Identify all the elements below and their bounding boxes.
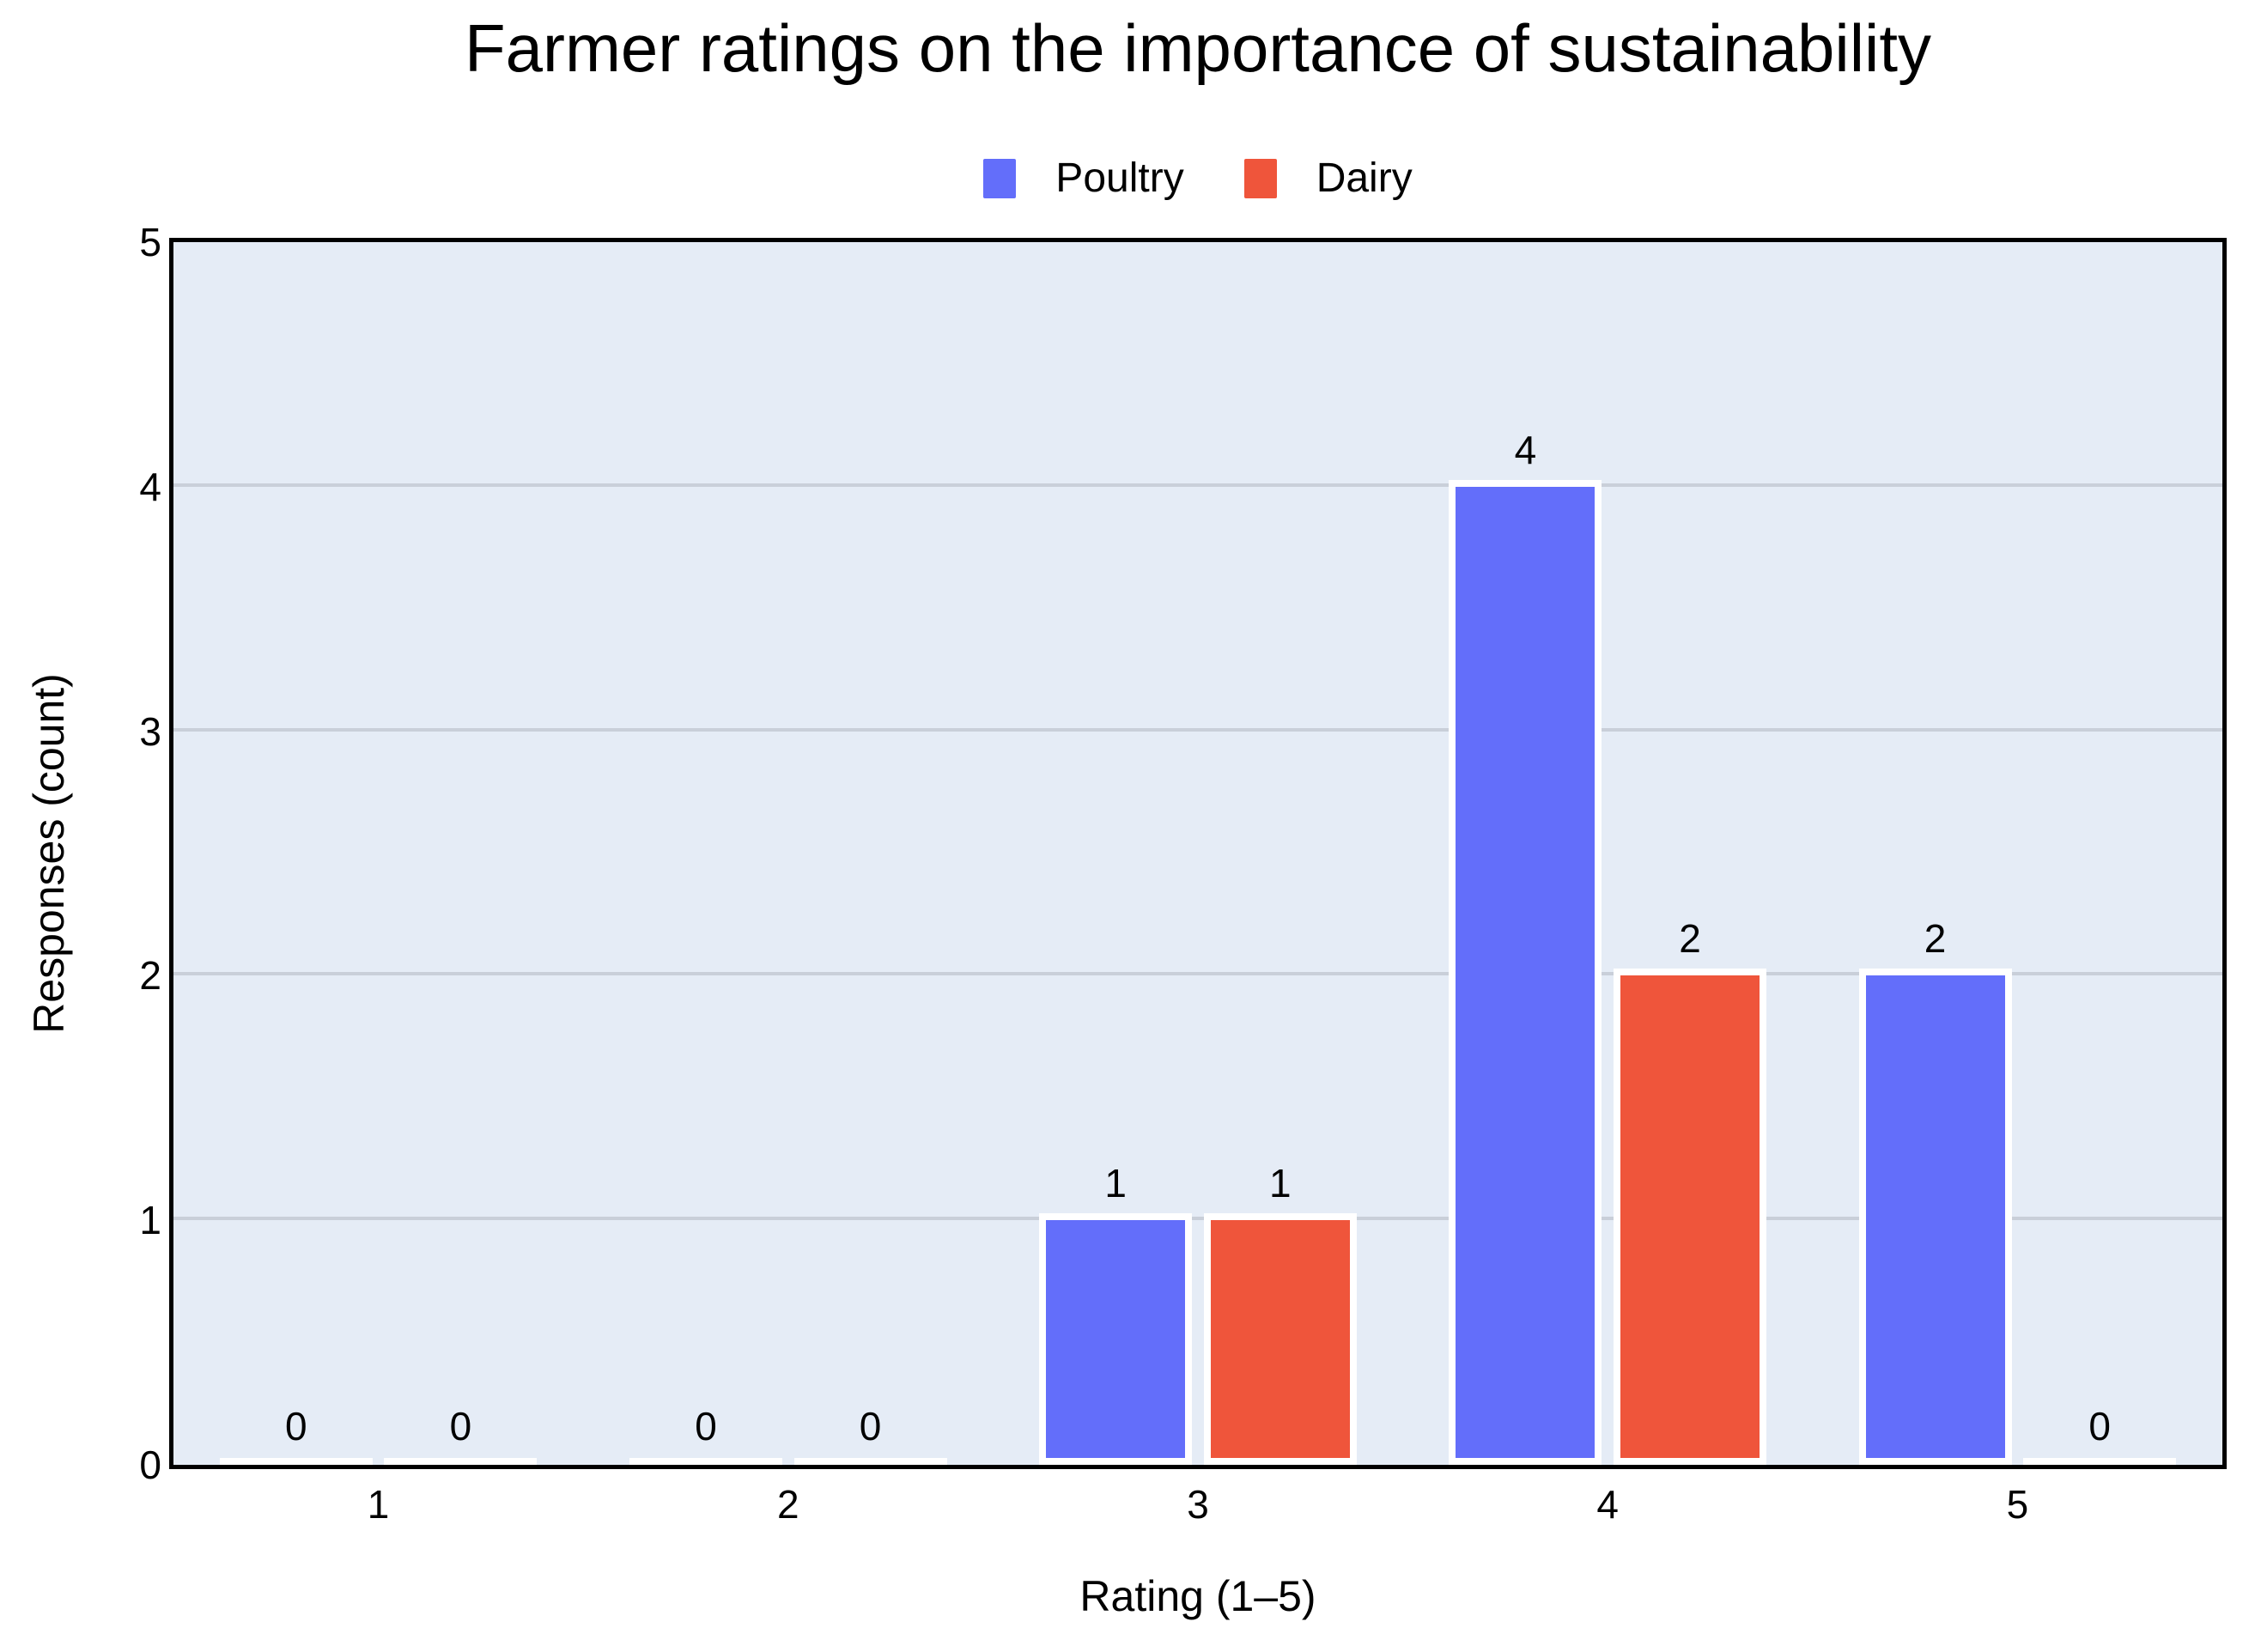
y-tick-label-3: 3 [139, 708, 161, 754]
y-tick-label-0: 0 [139, 1442, 161, 1487]
plot-area: 0 0 1 4 2 0 0 1 2 0 [169, 238, 2227, 1469]
value-label-poultry-rating-3: 1 [1104, 1161, 1127, 1206]
legend-label-poultry: Poultry [1055, 155, 1184, 201]
zero-bar-poultry-rating-2 [629, 1458, 782, 1465]
x-tick-label-2: 2 [777, 1482, 799, 1527]
zero-bar-poultry-rating-1 [219, 1458, 373, 1465]
bar-poultry-rating-4 [1449, 479, 1602, 1465]
poultry-swatch-icon [983, 159, 1017, 198]
gridline-y-3 [173, 727, 2222, 732]
value-label-poultry-rating-1: 0 [285, 1404, 307, 1449]
legend-label-dairy: Dairy [1316, 155, 1413, 201]
zero-bar-dairy-rating-5 [2023, 1458, 2177, 1465]
value-label-dairy-rating-1: 0 [449, 1404, 472, 1449]
y-tick-label-1: 1 [139, 1198, 161, 1243]
zero-bar-dairy-rating-2 [793, 1458, 947, 1465]
value-label-dairy-rating-3: 1 [1269, 1161, 1292, 1206]
bar-dairy-rating-3 [1203, 1213, 1357, 1465]
gridline-y-4 [173, 483, 2222, 487]
dairy-swatch-icon [1243, 159, 1277, 198]
x-tick-label-1: 1 [367, 1482, 390, 1527]
bar-poultry-rating-3 [1039, 1213, 1193, 1465]
x-tick-label-4: 4 [1596, 1482, 1619, 1527]
x-tick-label-5: 5 [2006, 1482, 2029, 1527]
plot-inner: 0 0 1 4 2 0 0 1 2 0 [173, 242, 2222, 1465]
bar-poultry-rating-5 [1858, 969, 2012, 1465]
y-axis-title: Responses (count) [25, 673, 73, 1034]
x-tick-label-3: 3 [1187, 1482, 1209, 1527]
gridline-y-2 [173, 972, 2222, 976]
zero-bar-dairy-rating-1 [384, 1458, 538, 1465]
value-label-poultry-rating-5: 2 [1924, 916, 1947, 962]
value-label-poultry-rating-4: 4 [1514, 427, 1537, 472]
legend-item-poultry: Poultry [983, 155, 1184, 201]
value-label-dairy-rating-5: 0 [2088, 1404, 2111, 1449]
value-label-poultry-rating-2: 0 [695, 1404, 717, 1449]
chart-title: Farmer ratings on the importance of sust… [464, 10, 1932, 86]
legend-item-dairy: Dairy [1243, 155, 1413, 201]
y-tick-label-2: 2 [139, 953, 161, 999]
bar-dairy-rating-4 [1614, 969, 1766, 1465]
x-axis-title: Rating (1–5) [1079, 1572, 1316, 1620]
y-tick-label-4: 4 [139, 464, 161, 509]
legend: Poultry Dairy [169, 155, 2227, 203]
value-label-dairy-rating-4: 2 [1679, 916, 1701, 962]
value-label-dairy-rating-2: 0 [859, 1404, 882, 1449]
gridline-y-1 [173, 1217, 2222, 1221]
y-tick-label-5: 5 [139, 220, 161, 264]
